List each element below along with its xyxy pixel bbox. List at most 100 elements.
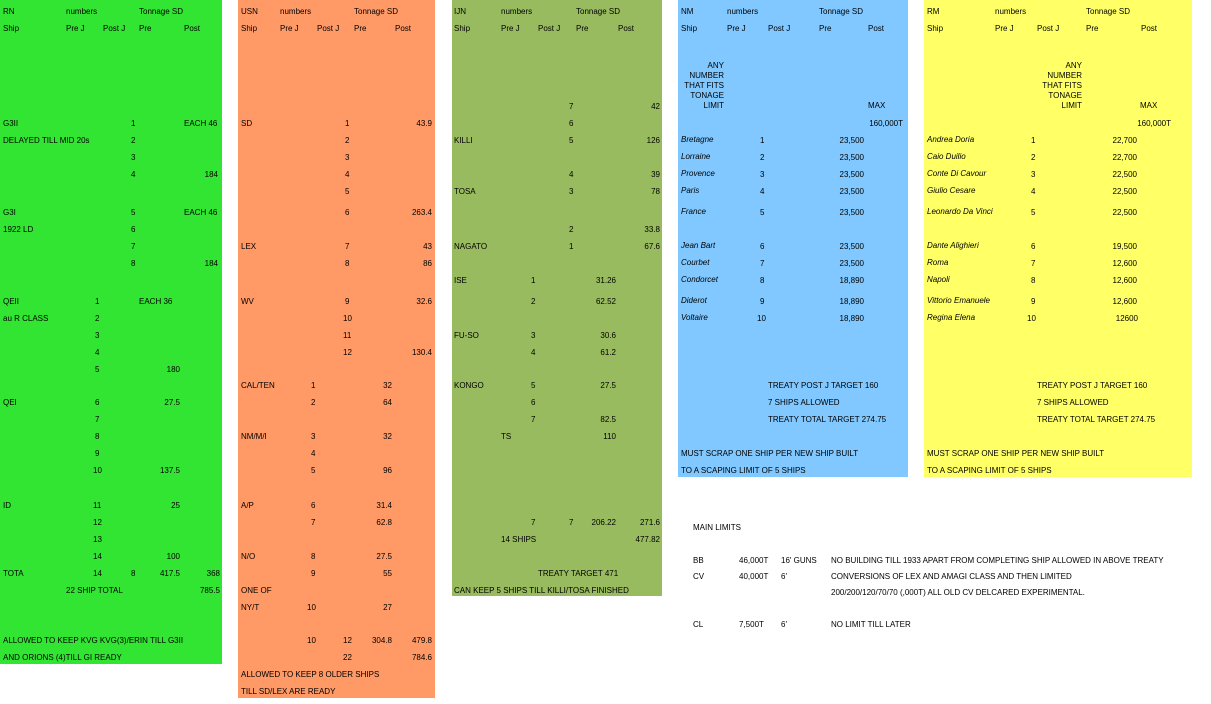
rm-ship-ton: 12,600	[1112, 276, 1137, 285]
nm-any-text: NUMBER	[689, 71, 724, 80]
rn-pre: 100	[166, 552, 180, 561]
ijn-post: 42	[651, 102, 660, 111]
usn-ship: N/O	[241, 552, 256, 561]
nm-ship-name: Lorraine	[681, 152, 711, 161]
nm-panel: NM numbers Tonnage SD Ship Pre J Post J …	[678, 0, 908, 477]
usn-panel: USN numbers Tonnage SD Ship Pre J Post J…	[238, 0, 435, 698]
rm-postj-header: Post J	[1037, 24, 1060, 33]
usn-postj: 6	[345, 208, 350, 217]
usn-prej: 1	[311, 381, 316, 390]
ijn-treaty-target: TREATY TARGET 471	[538, 569, 619, 578]
usn-pre: 55	[383, 569, 392, 578]
rm-ship-name: Roma	[927, 258, 949, 267]
rn-pre: 417.5	[159, 569, 180, 578]
ijn-ship: ISE	[454, 276, 467, 285]
rn-prej: 6	[95, 398, 100, 407]
rn-post: EACH 46	[184, 208, 218, 217]
ijn-postj: 7	[569, 102, 574, 111]
nm-any-text: THAT FITS	[684, 81, 724, 90]
ijn-prej: 5	[531, 381, 536, 390]
usn-post: 130.4	[411, 348, 432, 357]
usn-postj: 1	[345, 119, 350, 128]
usn-pre: 27	[383, 603, 392, 612]
rm-ship-name: Caio Duilio	[927, 152, 966, 161]
nm-ship-ton: 23,500	[839, 187, 864, 196]
usn-prej: 3	[311, 432, 316, 441]
usn-ship: NM/M/I	[241, 432, 267, 441]
usn-prej: 2	[311, 398, 316, 407]
rn-ship: G3II	[3, 119, 19, 128]
ijn-post-header: Post	[618, 24, 635, 33]
rm-nation: RM	[927, 7, 940, 16]
ijn-pre: 27.5	[600, 381, 616, 390]
rm-note: TO A SCAPING LIMIT OF 5 SHIPS	[927, 466, 1052, 475]
nm-ship-num: 4	[760, 187, 765, 196]
rm-ship-num: 9	[1031, 297, 1036, 306]
rn-panel: RN numbers Tonnage SD Ship Pre J Post J …	[0, 0, 222, 664]
usn-grand-total: 784.6	[411, 653, 432, 662]
nm-ship-num: 1	[760, 136, 765, 145]
rn-grand-total: 785.5	[199, 586, 220, 595]
rm-ship-num: 7	[1031, 259, 1036, 268]
rn-prej: 12	[93, 518, 102, 527]
usn-pre: 31.4	[376, 501, 392, 510]
limit-guns: 6'	[781, 572, 787, 581]
ijn-postj: 6	[569, 119, 574, 128]
usn-prej: 7	[311, 518, 316, 527]
usn-prej: 5	[311, 466, 316, 475]
nm-ship-ton: 18,890	[839, 314, 864, 323]
nm-ship-num: 3	[760, 170, 765, 179]
rn-post: 184	[204, 259, 218, 268]
ijn-postj-header: Post J	[538, 24, 561, 33]
rn-total-label: TOTA	[3, 569, 24, 578]
nm-ship-name: Diderot	[681, 296, 707, 305]
rn-prej: 14	[93, 569, 102, 578]
rn-prej: 4	[95, 348, 100, 357]
ijn-panel: IJN numbers Tonnage SD Ship Pre J Post J…	[452, 0, 662, 596]
usn-nation: USN	[241, 7, 258, 16]
usn-ship: NY/T	[241, 603, 260, 612]
ijn-postj-total: 7	[569, 518, 574, 527]
rm-ship-num: 8	[1031, 276, 1036, 285]
rn-prej: 8	[95, 432, 100, 441]
ijn-ship: KONGO	[454, 381, 484, 390]
rm-ship-num: 3	[1031, 170, 1036, 179]
rn-tonnage-header: Tonnage SD	[139, 7, 184, 16]
limit-tonnage: 46,000T	[739, 556, 769, 565]
ijn-ship-header: Ship	[454, 24, 471, 33]
rn-prej: 7	[95, 415, 100, 424]
nm-ship-ton: 23,500	[839, 259, 864, 268]
nm-pre-header: Pre	[819, 24, 832, 33]
rn-prej: 3	[95, 331, 100, 340]
usn-prej: 8	[311, 552, 316, 561]
ijn-postj: 5	[569, 136, 574, 145]
rn-postj: 3	[131, 153, 136, 162]
ijn-post: 39	[651, 170, 660, 179]
usn-pre: 32	[383, 381, 392, 390]
usn-prej-header: Pre J	[280, 24, 299, 33]
rn-prej: 2	[95, 314, 100, 323]
rn-post: 368	[206, 569, 220, 578]
rm-prej-header: Pre J	[995, 24, 1014, 33]
rm-ship-ton: 12600	[1115, 314, 1138, 323]
ijn-ship: NAGATO	[454, 242, 488, 251]
usn-ship: CAL/TEN	[241, 381, 275, 390]
nm-max-label: MAX	[868, 101, 886, 110]
rn-nation: RN	[3, 7, 15, 16]
rm-ship-name: Leonardo Da Vinci	[927, 207, 993, 216]
usn-post-header: Post	[395, 24, 412, 33]
nm-ship-header: Ship	[681, 24, 698, 33]
nm-treaty-line: TREATY POST J TARGET 160	[768, 381, 879, 390]
nm-nation: NM	[681, 7, 694, 16]
rn-post: 184	[204, 170, 218, 179]
usn-numbers-header: numbers	[280, 7, 312, 16]
limit-class: CV	[693, 572, 705, 581]
rn-postj: 7	[131, 242, 136, 251]
usn-pre: 64	[383, 398, 392, 407]
rn-prej: 5	[95, 365, 100, 374]
rm-ship-name: Giulio Cesare	[927, 186, 976, 195]
ijn-prej: 4	[531, 348, 536, 357]
ijn-note: CAN KEEP 5 SHIPS TILL KILLI/TOSA FINISHE…	[454, 586, 629, 595]
ijn-ship: TOSA	[454, 187, 476, 196]
rn-postj: 1	[131, 119, 136, 128]
